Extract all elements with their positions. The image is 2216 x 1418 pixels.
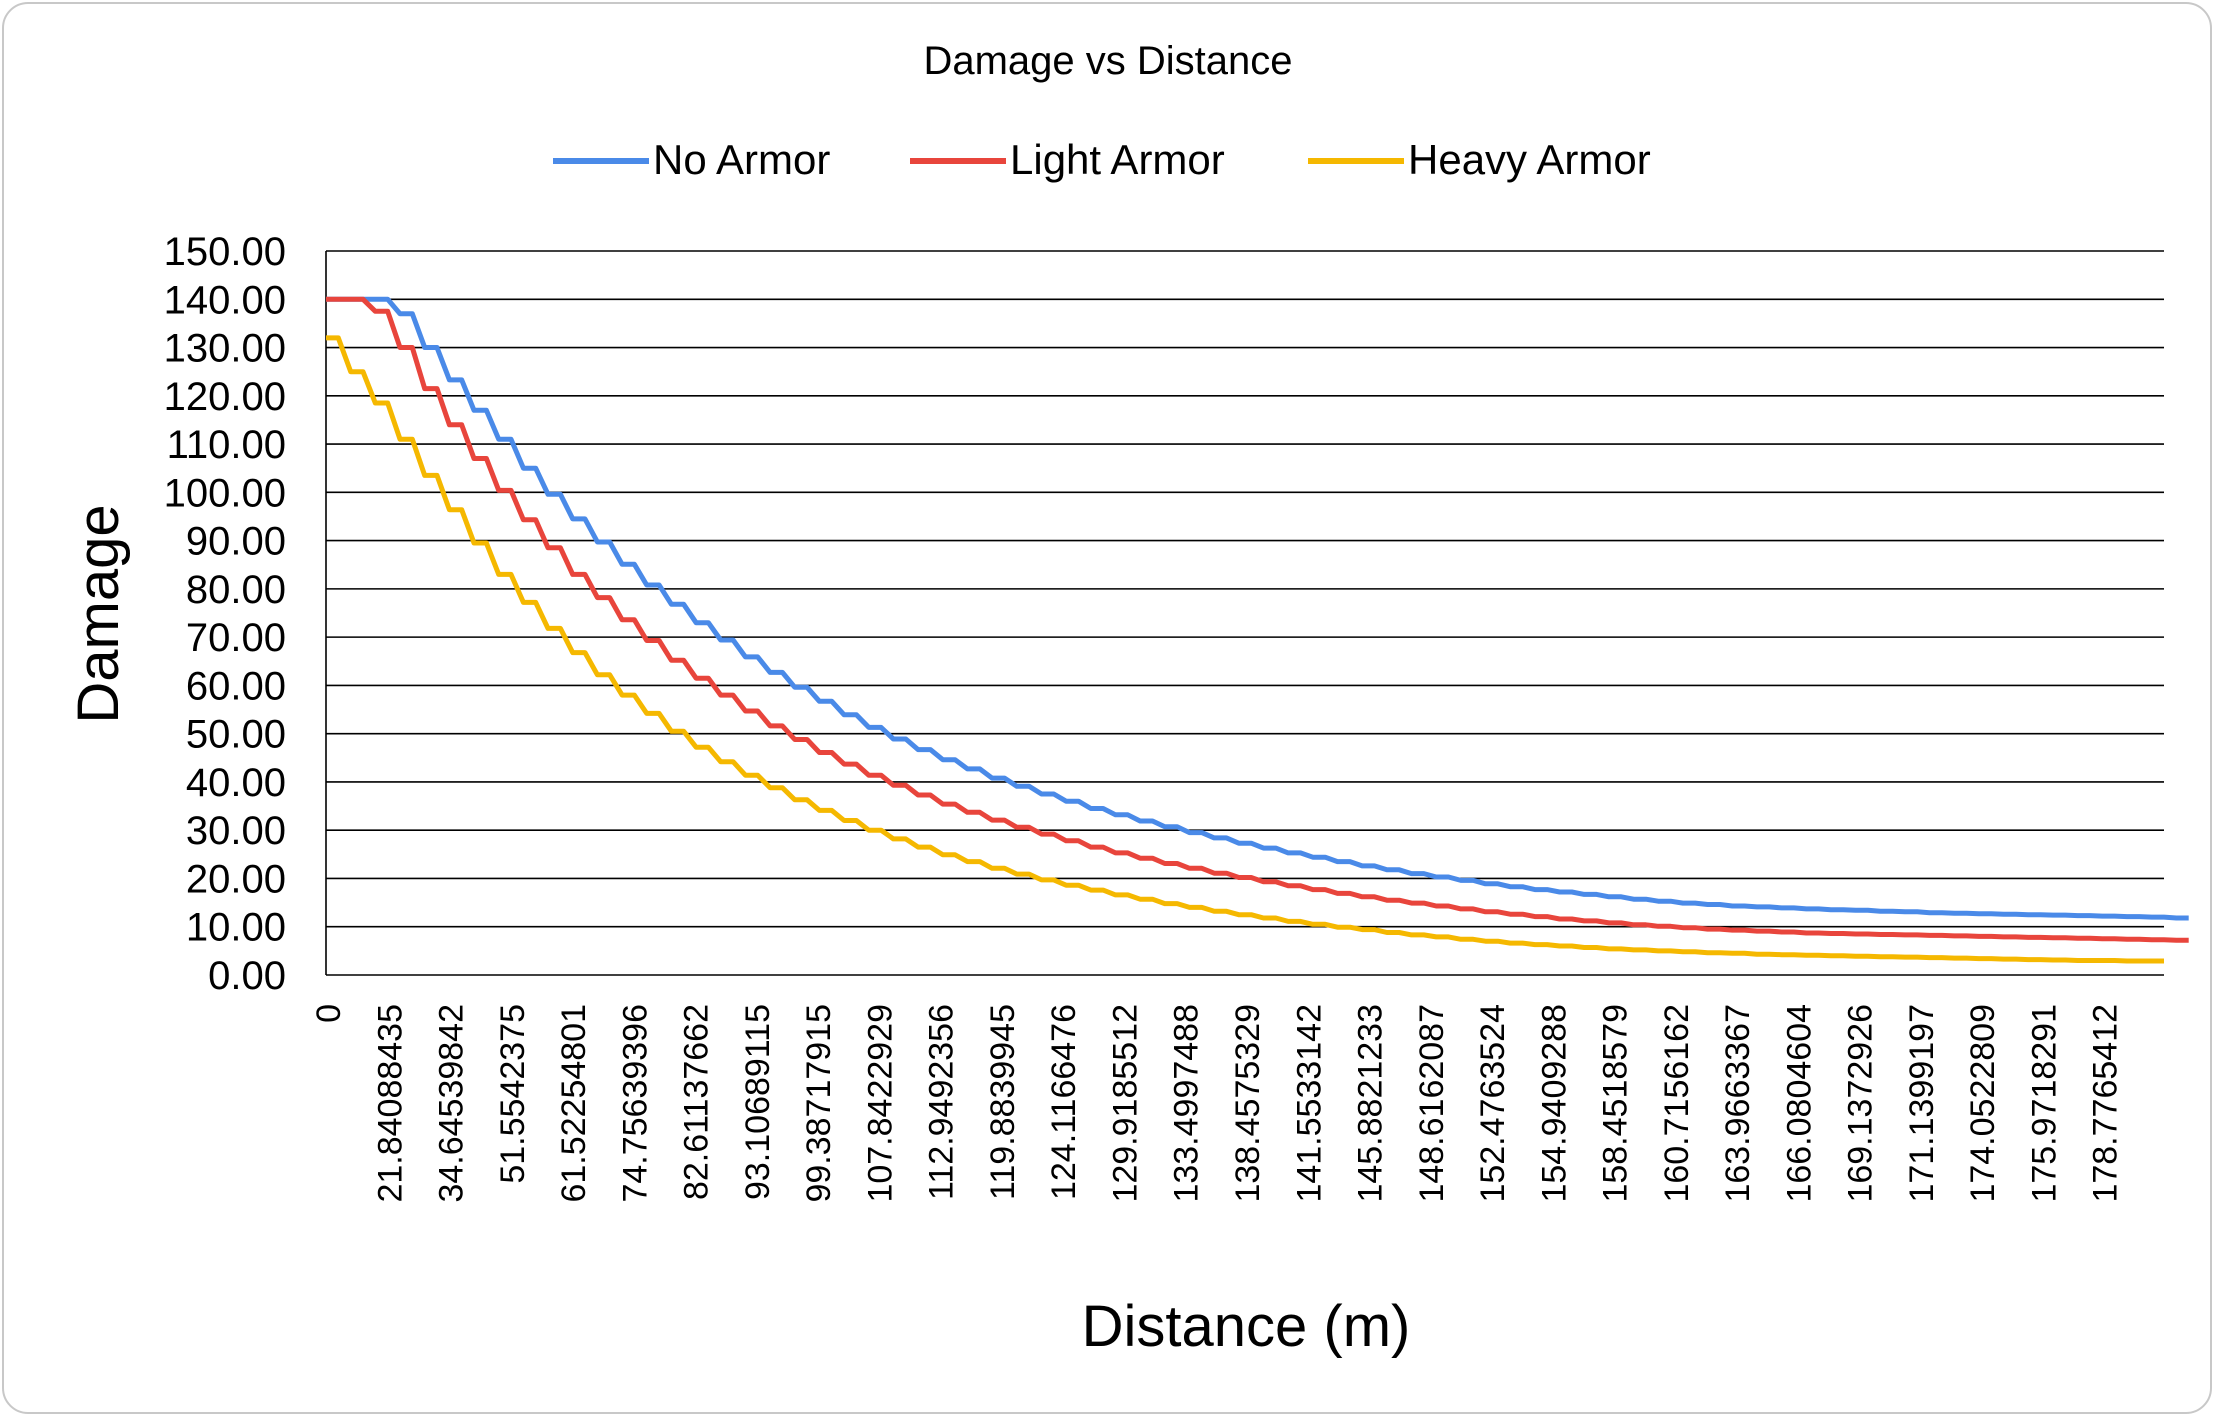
- y-tick-label: 120.00: [164, 375, 286, 419]
- x-tick-label: 175.9718291: [2025, 1004, 2063, 1203]
- x-tick-label: 51.5542375: [494, 1004, 532, 1184]
- legend-label: Light Armor: [1010, 136, 1225, 183]
- x-tick-label: 160.7156162: [1658, 1004, 1696, 1203]
- y-tick-label: 20.00: [186, 857, 286, 901]
- series-line: [326, 296, 2189, 943]
- x-tick-label: 171.1399197: [1903, 1004, 1941, 1203]
- x-tick-label: 174.0522809: [1964, 1004, 2002, 1203]
- x-tick-label: 148.6162087: [1413, 1004, 1451, 1203]
- series-lines: [326, 296, 2189, 964]
- y-tick-label: 110.00: [167, 423, 286, 467]
- x-tick-label: 99.38717915: [800, 1004, 838, 1203]
- series-line: [326, 296, 2189, 921]
- y-tick-label: 0.00: [208, 954, 286, 998]
- x-tick-label: 152.4763524: [1474, 1004, 1512, 1203]
- y-tick-label: 40.00: [186, 761, 286, 805]
- x-tick-label: 82.61137662: [678, 1004, 716, 1200]
- series-line: [326, 335, 2164, 964]
- chart-title: Damage vs Distance: [923, 39, 1292, 83]
- x-tick-label: 119.8839945: [984, 1004, 1022, 1200]
- legend: No Armor Light Armor Heavy Armor: [553, 136, 1651, 183]
- x-tick-label: 34.64539842: [433, 1004, 471, 1203]
- y-tick-label: 30.00: [186, 809, 286, 853]
- y-tick-label: 90.00: [186, 520, 286, 564]
- x-tick-label: 61.52254801: [555, 1004, 593, 1203]
- x-tick-label: 93.10689115: [739, 1004, 777, 1200]
- x-tick-label: 154.9409288: [1535, 1004, 1573, 1203]
- x-tick-label: 124.1166476: [1045, 1004, 1083, 1200]
- x-tick-label: 133.4997488: [1168, 1004, 1206, 1203]
- x-tick-label: 107.8422929: [861, 1004, 899, 1203]
- x-tick-label: 141.5533142: [1290, 1004, 1328, 1203]
- y-tick-label: 150.00: [164, 230, 286, 274]
- y-tick-label: 130.00: [164, 327, 286, 371]
- y-tick-label: 50.00: [186, 713, 286, 757]
- y-tick-label: 100.00: [164, 471, 286, 515]
- x-tick-label: 163.9663367: [1719, 1004, 1757, 1203]
- x-tick-label: 129.9185512: [1106, 1004, 1144, 1203]
- x-tick-label: 166.0804604: [1780, 1004, 1818, 1203]
- gridlines: [325, 250, 2164, 976]
- x-tick-label: 112.9492356: [923, 1004, 961, 1200]
- legend-label: No Armor: [653, 136, 830, 183]
- y-tick-label: 70.00: [186, 616, 286, 660]
- x-tick-label: 169.1372926: [1842, 1004, 1880, 1203]
- x-axis-label: Distance (m): [1082, 1294, 1411, 1359]
- y-tick-label: 140.00: [164, 278, 286, 322]
- x-tick-label: 0: [310, 1004, 348, 1023]
- x-tick-label: 145.8821233: [1352, 1004, 1390, 1203]
- legend-label: Heavy Armor: [1408, 136, 1651, 183]
- x-tick-label: 74.75639396: [616, 1004, 654, 1203]
- y-tick-label: 10.00: [186, 906, 286, 950]
- y-axis-label: Damage: [66, 504, 131, 723]
- x-tick-label: 138.4575329: [1229, 1004, 1267, 1203]
- y-tick-label: 60.00: [186, 664, 286, 708]
- x-tick-label: 178.7765412: [2087, 1004, 2125, 1203]
- x-axis-ticks: 0 21.84088435 34.64539842 51.5542375 61.5225…: [310, 1004, 2125, 1203]
- x-tick-label: 158.4518579: [1597, 1004, 1635, 1203]
- y-tick-label: 80.00: [186, 568, 286, 612]
- x-tick-label: 21.84088435: [371, 1004, 409, 1203]
